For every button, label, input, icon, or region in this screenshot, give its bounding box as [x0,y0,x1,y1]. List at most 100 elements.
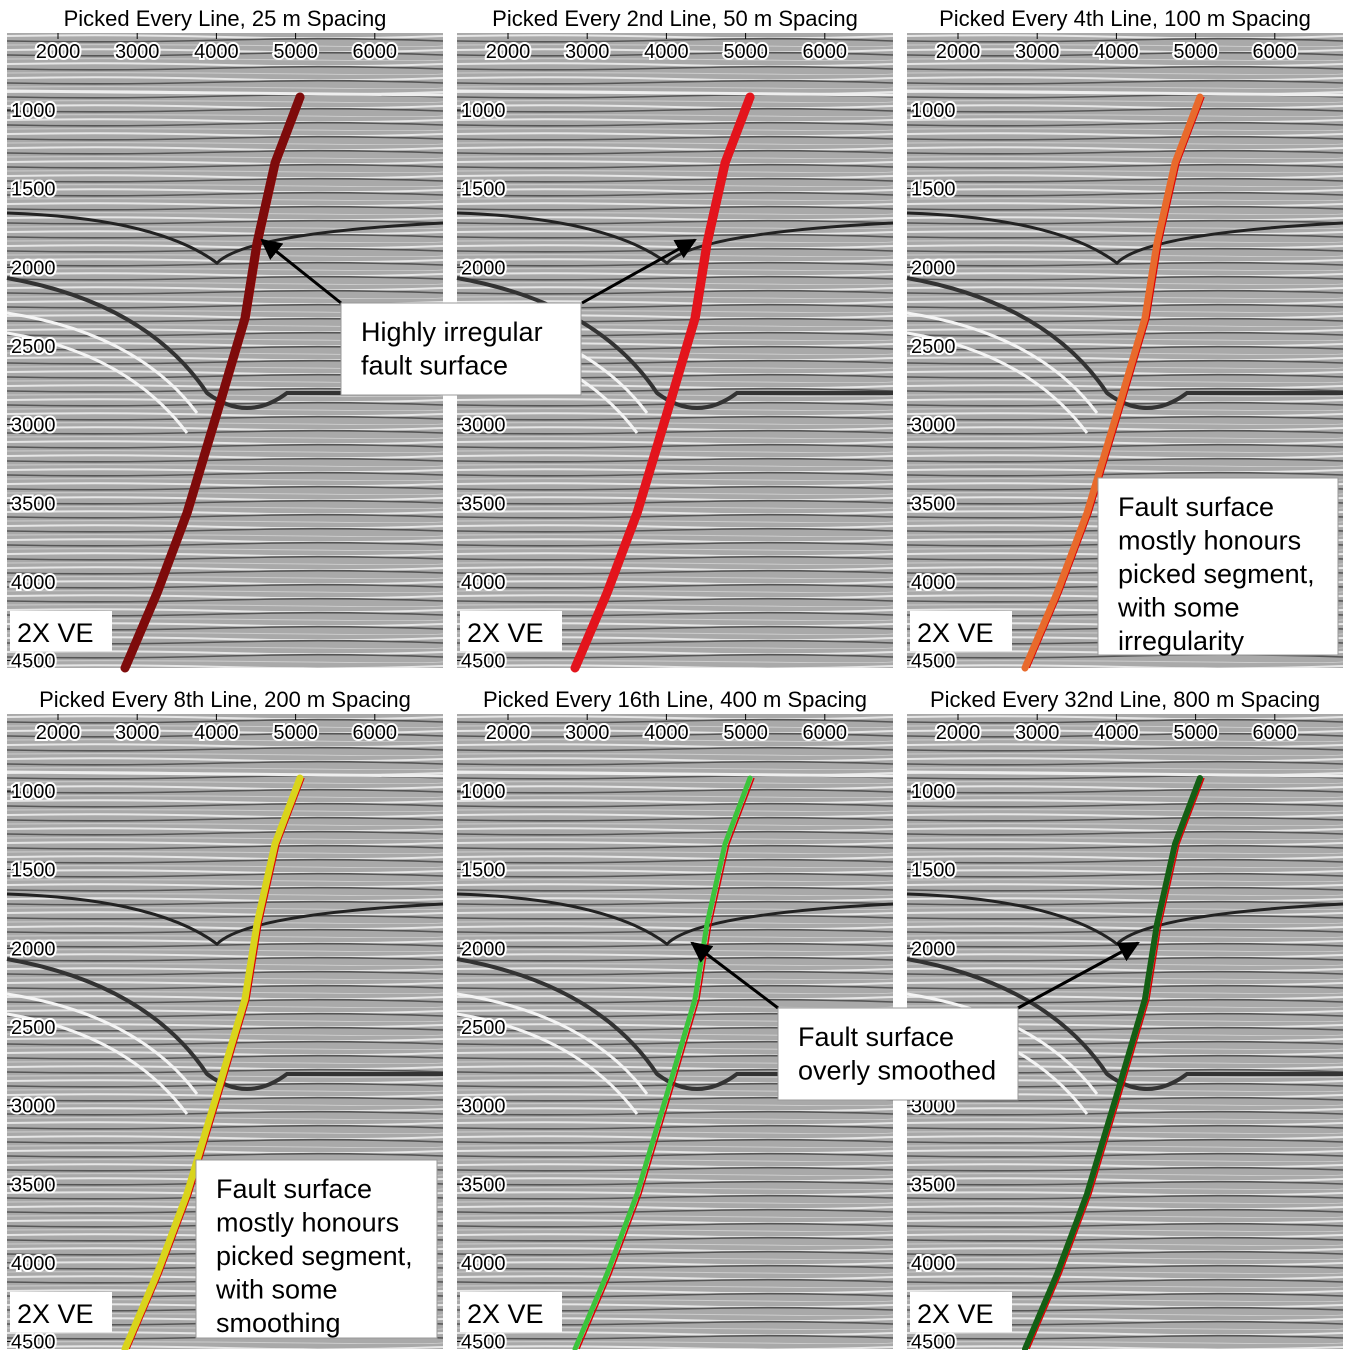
y-tick-label: 4000 [911,572,956,594]
x-tick-label: 6000 [803,722,848,744]
reflector [906,770,1344,778]
y-tick-label: 4500 [911,651,956,673]
fault-surface [572,775,753,1352]
y-tick-label: 2000 [11,257,56,279]
annotation-text: with some [215,1275,338,1305]
reflector [456,892,894,946]
picked-segment [1028,96,1205,669]
y-tick-label: 4500 [911,1332,956,1350]
y-tick-label: 1000 [461,100,506,122]
annotation-text: Fault surface [216,1174,372,1204]
reflector [6,770,444,778]
x-tick-label: 5000 [723,722,768,744]
reflector [456,770,894,778]
reflector [906,89,1344,97]
y-tick-label: 1500 [461,860,506,882]
y-tick-label: 4500 [461,1332,506,1350]
y-tick-label: 4000 [11,572,56,594]
reflector [906,211,1344,265]
x-tick-label: 3000 [1015,722,1059,744]
y-tick-label: 3000 [461,415,506,437]
reflector [456,957,893,1091]
annotation-text: smoothing [216,1308,341,1338]
reflector [6,211,444,265]
x-tick-label: 4000 [644,41,689,63]
x-tick-label: 3000 [115,41,160,63]
y-tick-label: 4000 [911,1253,956,1275]
annotation-arrow [581,238,697,305]
x-tick-label: 4000 [194,41,239,63]
x-tick-label: 5000 [723,41,768,63]
x-tick-label: 4000 [644,722,689,744]
annotation-arrow [260,238,342,305]
picked-segment [128,777,305,1350]
y-tick-label: 3500 [461,493,506,515]
y-tick-label: 1000 [911,781,956,803]
y-tick-label: 2000 [461,257,506,279]
panel-title: Picked Every 16th Line, 400 m Spacing [483,687,867,712]
y-tick-label: 1500 [11,179,56,201]
annotation-text: mostly honours [216,1208,399,1238]
x-tick-label: 6000 [803,41,848,63]
annotation-text: picked segment, [1118,559,1315,589]
x-tick-label: 5000 [273,41,318,63]
y-tick-label: 4000 [11,1253,56,1275]
x-tick-label: 3000 [115,722,160,744]
fault-surface [1022,775,1203,1352]
panel-title: Picked Every 32nd Line, 800 m Spacing [930,687,1320,712]
x-tick-label: 2000 [936,41,981,63]
x-tick-label: 4000 [194,722,239,744]
y-tick-label: 2000 [461,938,506,960]
y-tick-label: 2500 [911,336,956,358]
fault-surface [121,774,304,1353]
reflector [6,992,199,1115]
annotation-text: Fault surface [798,1022,954,1052]
x-tick-label: 2000 [936,722,981,744]
ve-label: 2X VE [917,618,994,648]
y-tick-label: 3000 [461,1096,506,1118]
picked-segment [1028,777,1205,1350]
y-tick-label: 1500 [911,860,956,882]
y-tick-label: 3500 [461,1174,506,1196]
seismic-panel: 2000300040005000600010001500200025003000… [906,714,1344,1355]
y-tick-label: 3000 [11,1096,56,1118]
y-tick-label: 2000 [911,938,956,960]
fault-surface [1021,93,1204,672]
fault-surface [120,92,305,673]
y-tick-label: 3500 [911,1174,956,1196]
panel-title: Picked Every Line, 25 m Spacing [64,6,387,31]
reflector [6,276,443,410]
reflector [6,89,444,97]
x-tick-label: 3000 [1015,41,1059,63]
ve-box [10,611,112,651]
x-tick-label: 4000 [1094,722,1139,744]
annotation-arrow [1017,941,1140,1010]
x-tick-label: 5000 [273,722,318,744]
reflector [906,957,1343,1091]
x-tick-label: 4000 [1094,41,1139,63]
reflector [906,276,1343,410]
y-tick-label: 1000 [11,100,56,122]
x-tick-label: 2000 [486,41,531,63]
y-tick-label: 1500 [11,860,56,882]
reflector [456,992,649,1115]
y-tick-label: 1500 [461,179,506,201]
x-tick-label: 6000 [1253,41,1298,63]
picked-segment [578,777,755,1350]
reflector [456,89,894,97]
y-tick-label: 4500 [11,1332,56,1350]
ve-label: 2X VE [917,1299,994,1329]
x-tick-label: 6000 [1253,722,1298,744]
x-tick-label: 3000 [565,722,610,744]
y-tick-label: 4000 [461,572,506,594]
ve-box [910,1292,1012,1332]
y-tick-label: 1500 [911,179,956,201]
reflector [6,957,443,1091]
y-tick-label: 4500 [461,651,506,673]
y-tick-label: 3000 [911,415,956,437]
ve-box [460,1292,562,1332]
ve-label: 2X VE [17,618,94,648]
y-tick-label: 4500 [11,651,56,673]
annotation-box [195,1159,438,1339]
annotation-box [340,302,582,396]
